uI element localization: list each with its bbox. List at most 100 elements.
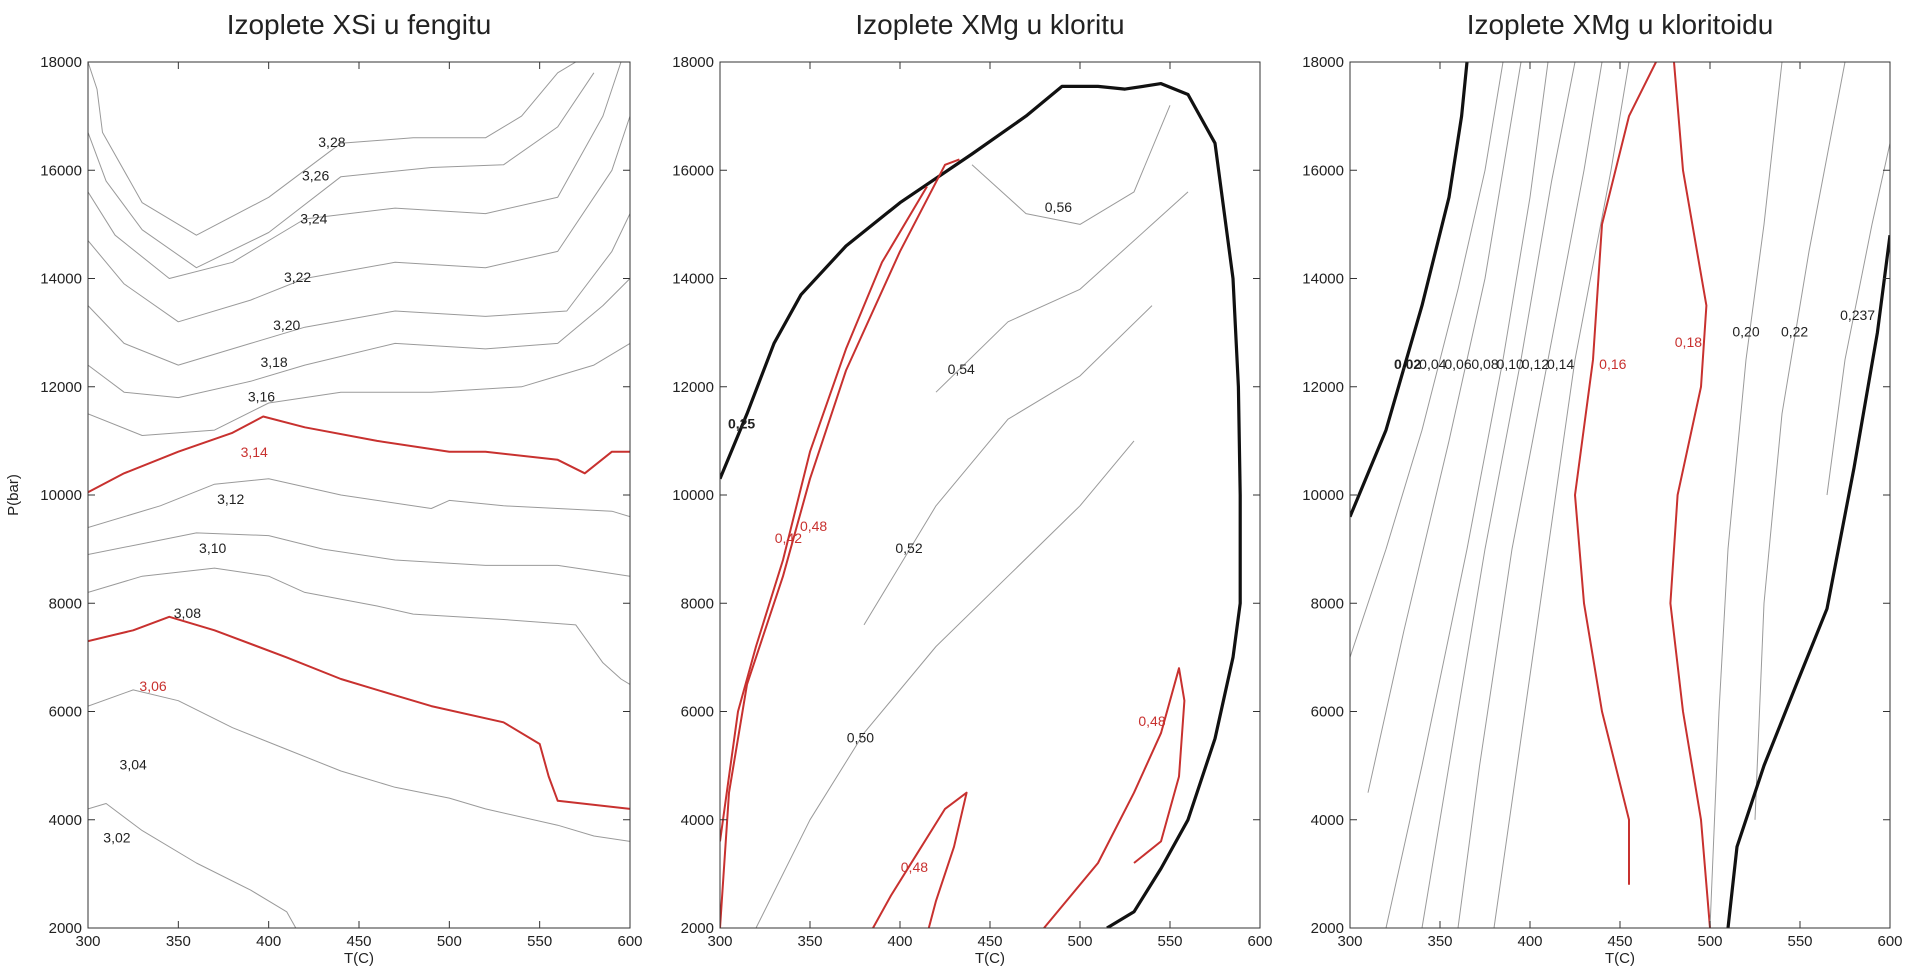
isopleth-line — [1367, 62, 1522, 793]
y-tick-label: 8000 — [681, 595, 714, 612]
x-tick-label: 350 — [1427, 933, 1452, 950]
isopleth-label: 0,08 — [1471, 356, 1498, 372]
isopleth-label: 0,42 — [775, 530, 802, 546]
isopleth-label: 0,48 — [901, 859, 928, 875]
isopleth-line — [863, 305, 1153, 626]
isopleth-line — [1574, 62, 1657, 885]
chart-title: Izoplete XMg u kloritoidu — [1467, 9, 1774, 40]
isopleth-line — [1421, 62, 1576, 928]
x-tick-label: 500 — [437, 933, 462, 950]
y-tick-label: 16000 — [1302, 162, 1344, 179]
isopleth-label: 0,04 — [1419, 356, 1446, 372]
isopleth-line — [1726, 234, 1890, 928]
chart-panel-1: Izoplete XSi u fengitu 3,28 3,26 3,24 3,22 3,… — [5, 9, 643, 967]
plot-frame — [1349, 61, 1891, 929]
isopleth-label: 0,02 — [1394, 356, 1421, 372]
y-tick-label: 2000 — [49, 920, 82, 937]
x-tick-label: 450 — [346, 933, 371, 950]
isopleth-label: 0,56 — [1045, 199, 1072, 215]
y-tick-label: 4000 — [1311, 812, 1344, 829]
isopleth-line — [935, 191, 1189, 393]
x-tick-label: 400 — [1517, 933, 1542, 950]
isopleth-line — [720, 158, 960, 928]
x-tick-label: 550 — [1787, 933, 1812, 950]
isopleth-label: 3,18 — [260, 354, 287, 370]
y-tick-label: 8000 — [1311, 595, 1344, 612]
y-tick-label: 12000 — [1302, 379, 1344, 396]
isopleth-line — [88, 615, 630, 810]
y-tick-label: 10000 — [672, 487, 714, 504]
x-tick-label: 300 — [707, 933, 732, 950]
isopleth-label: 3,22 — [284, 269, 311, 285]
isopleth-label: 0,18 — [1675, 334, 1702, 350]
isopleth-label: 3,08 — [174, 605, 201, 621]
x-tick-label: 600 — [1877, 933, 1902, 950]
isopleth-label: 3,14 — [241, 444, 268, 460]
isopleth-line — [88, 72, 595, 269]
x-tick-label: 500 — [1067, 933, 1092, 950]
y-tick-label: 4000 — [681, 812, 714, 829]
x-tick-label: 300 — [1337, 933, 1362, 950]
isopleth-line — [88, 62, 622, 279]
isopleth-label: 0,25 — [728, 415, 755, 431]
y-tick-label: 18000 — [1302, 54, 1344, 71]
isopleth-line — [1493, 62, 1630, 928]
isopleth-line — [1709, 62, 1783, 928]
isopleth-label: 3,02 — [103, 829, 130, 845]
isopleth-line — [720, 185, 928, 842]
x-tick-label: 600 — [617, 933, 642, 950]
y-tick-label: 16000 — [40, 162, 82, 179]
isopleth-line — [88, 342, 630, 436]
isopleth-label: 3,04 — [120, 756, 147, 772]
y-tick-label: 12000 — [40, 379, 82, 396]
y-tick-label: 18000 — [40, 54, 82, 71]
isopleth-label: 0,10 — [1497, 356, 1524, 372]
isopleth-line — [1826, 143, 1890, 496]
isopleth-line — [1350, 62, 1504, 658]
x-axis-label: T(C) — [975, 950, 1005, 967]
isopleth-line — [755, 440, 1135, 928]
isopleth-line — [1385, 62, 1549, 928]
y-tick-label: 4000 — [49, 812, 82, 829]
isopleth-line — [88, 567, 630, 685]
chart-title: Izoplete XSi u fengitu — [227, 9, 492, 40]
x-tick-label: 350 — [166, 933, 191, 950]
isopleth-line — [88, 478, 630, 528]
x-axis-label: T(C) — [1605, 950, 1635, 967]
y-tick-label: 10000 — [1302, 487, 1344, 504]
isopleth-label: 3,16 — [248, 388, 275, 404]
y-axis-label: P(bar) — [5, 474, 22, 516]
isopleth-label: 3,20 — [273, 317, 300, 333]
isopleth-line — [1754, 62, 1846, 820]
y-tick-label: 14000 — [40, 271, 82, 288]
y-tick-label: 8000 — [49, 595, 82, 612]
isopleth-label: 3,28 — [318, 134, 345, 150]
isopleth-label: 0,22 — [1781, 323, 1808, 339]
y-tick-label: 16000 — [672, 162, 714, 179]
y-tick-label: 18000 — [672, 54, 714, 71]
y-tick-label: 2000 — [681, 920, 714, 937]
x-tick-label: 350 — [797, 933, 822, 950]
isopleth-line — [88, 803, 297, 928]
plot-area — [720, 82, 1242, 928]
isopleth-line — [1350, 62, 1469, 518]
isopleth-line — [872, 791, 968, 928]
isopleth-label: 3,24 — [300, 211, 327, 227]
isopleth-label: 0,06 — [1444, 356, 1471, 372]
isopleth-label: 0,52 — [895, 540, 922, 556]
isopleth-line — [88, 278, 630, 399]
isopleth-label: 0,50 — [847, 729, 874, 745]
x-tick-label: 550 — [527, 933, 552, 950]
y-tick-label: 14000 — [672, 271, 714, 288]
isopleth-line — [1457, 62, 1603, 928]
isopleth-line — [720, 82, 1242, 928]
isopleth-line — [88, 213, 630, 366]
y-tick-label: 6000 — [681, 704, 714, 721]
x-tick-label: 450 — [1607, 933, 1632, 950]
isopleth-label: 0,14 — [1547, 356, 1574, 372]
isopleth-label: 0,20 — [1732, 323, 1759, 339]
x-tick-label: 450 — [977, 933, 1002, 950]
y-tick-label: 2000 — [1311, 920, 1344, 937]
isopleth-label: 3,06 — [139, 678, 166, 694]
